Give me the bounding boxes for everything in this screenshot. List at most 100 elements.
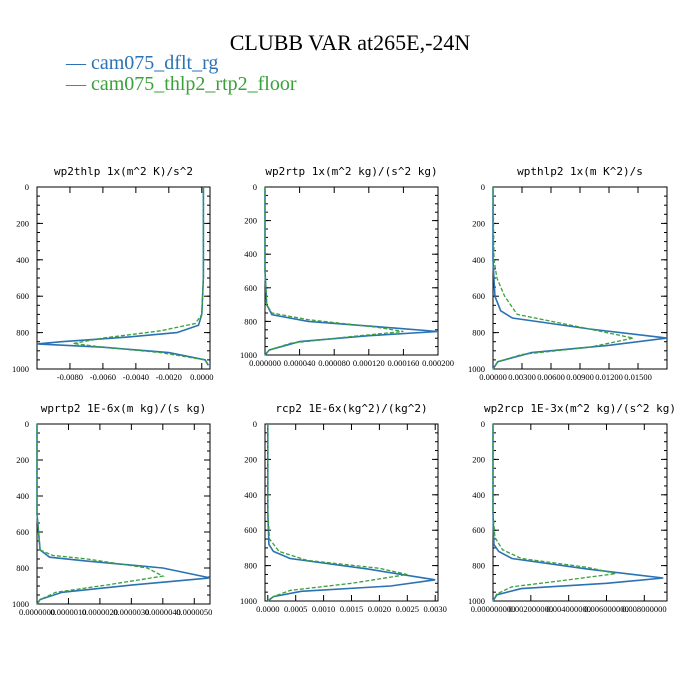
y-tick-label: 0 — [481, 419, 485, 429]
x-tick-label: 0.00000 — [479, 372, 507, 382]
x-tick-label: 0.004000000 — [546, 604, 591, 614]
y-tick-label: 200 — [472, 454, 485, 464]
y-tick-label: 0 — [25, 419, 29, 429]
panel-title: wp2rcp 1E-3x(m^2 kg)/(s^2 kg) — [484, 402, 676, 415]
legend-entry-2: — cam075_thlp2_rtp2_floor — [65, 73, 297, 95]
y-tick-label: 0 — [253, 419, 257, 429]
panel-3: wpthlp2 1x(m K^2)/s020040060080010000.00… — [468, 165, 668, 382]
legend: — cam075_dflt_rg — cam075_thlp2_rtp2_flo… — [65, 52, 297, 95]
x-tick-label: 0.006000000 — [584, 604, 629, 614]
panel-title: wp2thlp 1x(m^2 K)/s^2 — [54, 165, 193, 178]
y-tick-label: 600 — [16, 291, 29, 301]
x-tick-label: 0.00600 — [537, 372, 565, 382]
panel-title: rcp2 1E-6x(kg^2)/(kg^2) — [275, 402, 427, 415]
y-tick-label: 1000 — [468, 596, 485, 606]
x-tick-label: 0.0000050 — [176, 607, 212, 617]
legend-entry-1: — cam075_dflt_rg — [65, 52, 218, 74]
x-tick-label: 0.00900 — [566, 372, 594, 382]
panel-5: rcp2 1E-6x(kg^2)/(kg^2) 0 200 400 600 800 1000… — [240, 402, 447, 614]
x-tick-label: 0.0010 — [312, 604, 335, 614]
y-tick-label: 800 — [472, 561, 485, 571]
y-tick-label: 800 — [244, 316, 257, 326]
series-line-2 — [73, 187, 209, 366]
x-tick-label: 0.0005 — [284, 604, 307, 614]
figure-title: CLUBB VAR at265E,-24N — [230, 30, 471, 55]
y-tick-label: 800 — [16, 328, 29, 338]
y-tick-label: 400 — [16, 255, 29, 265]
y-tick-label: 800 — [472, 328, 485, 338]
y-tick-label: 0 — [25, 182, 29, 192]
y-tick-label: 400 — [244, 249, 257, 259]
y-tick-label: 200 — [16, 455, 29, 465]
plot-frame — [36, 423, 211, 605]
x-tick-label: 0.0025 — [396, 604, 419, 614]
y-tick-label: 800 — [244, 561, 257, 571]
x-tick-label: 0.00300 — [508, 372, 536, 382]
y-tick-label: 1000 — [240, 596, 257, 606]
x-tick-label: 0.000000000 — [471, 604, 516, 614]
series-line-1 — [36, 424, 211, 605]
x-tick-label: 0.0000040 — [145, 607, 181, 617]
series-line-1 — [36, 187, 210, 366]
y-tick-label: 200 — [244, 454, 257, 464]
y-tick-label: 0 — [481, 182, 485, 192]
x-tick-label: 0.0000030 — [113, 607, 149, 617]
series-line-2 — [492, 186, 634, 370]
x-tick-label: 0.000120 — [353, 358, 385, 368]
panel-4: wprtp2 1E-6x(m kg)/(s kg) 0 200 400 600 800 10… — [12, 402, 212, 617]
x-tick-label: 0.000080 — [318, 358, 350, 368]
series-line-1 — [267, 424, 436, 602]
y-tick-label: 200 — [244, 216, 257, 226]
y-tick-label: 600 — [472, 525, 485, 535]
y-tick-label: 600 — [16, 527, 29, 537]
x-tick-label: 0.01200 — [595, 372, 623, 382]
y-tick-label: 0 — [253, 182, 257, 192]
series-line-2 — [267, 424, 408, 602]
x-tick-label: 0.0015 — [340, 604, 363, 614]
y-tick-label: 400 — [472, 490, 485, 500]
x-tick-label: 0.0000020 — [82, 607, 118, 617]
series-line-1 — [492, 424, 664, 602]
series-line-2 — [264, 187, 404, 356]
panel-title: wp2rtp 1x(m^2 kg)/(s^2 kg) — [265, 165, 437, 178]
x-tick-label: 0.008000000 — [622, 604, 667, 614]
x-tick-label: 0.000040 — [284, 358, 316, 368]
x-tick-label: 0.01500 — [624, 372, 652, 382]
y-tick-label: 1000 — [12, 364, 29, 374]
x-tick-label: 0.0000010 — [50, 607, 86, 617]
y-tick-label: 1000 — [12, 599, 29, 609]
panel-title: wpthlp2 1x(m K^2)/s — [517, 165, 643, 178]
x-tick-label: -0.0040 — [123, 372, 149, 382]
y-tick-label: 600 — [244, 283, 257, 293]
x-tick-label: 0.0000 — [190, 372, 213, 382]
panel-6: wp2rcp 1E-3x(m^2 kg)/(s^2 kg) 0 200 400 600 8… — [468, 402, 676, 614]
y-tick-label: 200 — [16, 218, 29, 228]
series-line-1 — [264, 187, 439, 356]
x-tick-label: 0.000200 — [422, 358, 454, 368]
y-tick-label: 800 — [16, 563, 29, 573]
x-tick-label: -0.0060 — [90, 372, 116, 382]
y-tick-label: 400 — [472, 255, 485, 265]
plot-frame — [492, 423, 668, 602]
series-line-1 — [492, 187, 668, 370]
y-tick-label: 400 — [244, 490, 257, 500]
x-tick-label: 0.0000000 — [19, 607, 55, 617]
y-tick-label: 1000 — [468, 364, 485, 374]
x-tick-label: -0.0020 — [156, 372, 182, 382]
y-tick-label: 600 — [244, 525, 257, 535]
panel-2: wp2rtp 1x(m^2 kg)/(s^2 kg) 0 200 400 600 800 1… — [240, 165, 454, 368]
x-tick-label: -0.0080 — [57, 372, 83, 382]
y-tick-label: 1000 — [240, 350, 257, 360]
x-tick-label: 0.0020 — [368, 604, 391, 614]
panels: wp2thlp 1x(m^2 K)/s^2 0 200 400 600 800 1000 -0… — [12, 165, 676, 617]
panel-title: wprtp2 1E-6x(m kg)/(s kg) — [41, 402, 207, 415]
series-line-2 — [36, 424, 165, 605]
x-tick-label: 0.000000 — [249, 358, 281, 368]
x-tick-label: 0.0000 — [256, 604, 279, 614]
x-tick-label: 0.0030 — [424, 604, 447, 614]
panel-1: wp2thlp 1x(m^2 K)/s^2 0 200 400 600 800 1000 -0… — [12, 165, 213, 382]
y-tick-label: 400 — [16, 491, 29, 501]
y-tick-label: 200 — [472, 218, 485, 228]
x-tick-label: 0.000160 — [387, 358, 419, 368]
